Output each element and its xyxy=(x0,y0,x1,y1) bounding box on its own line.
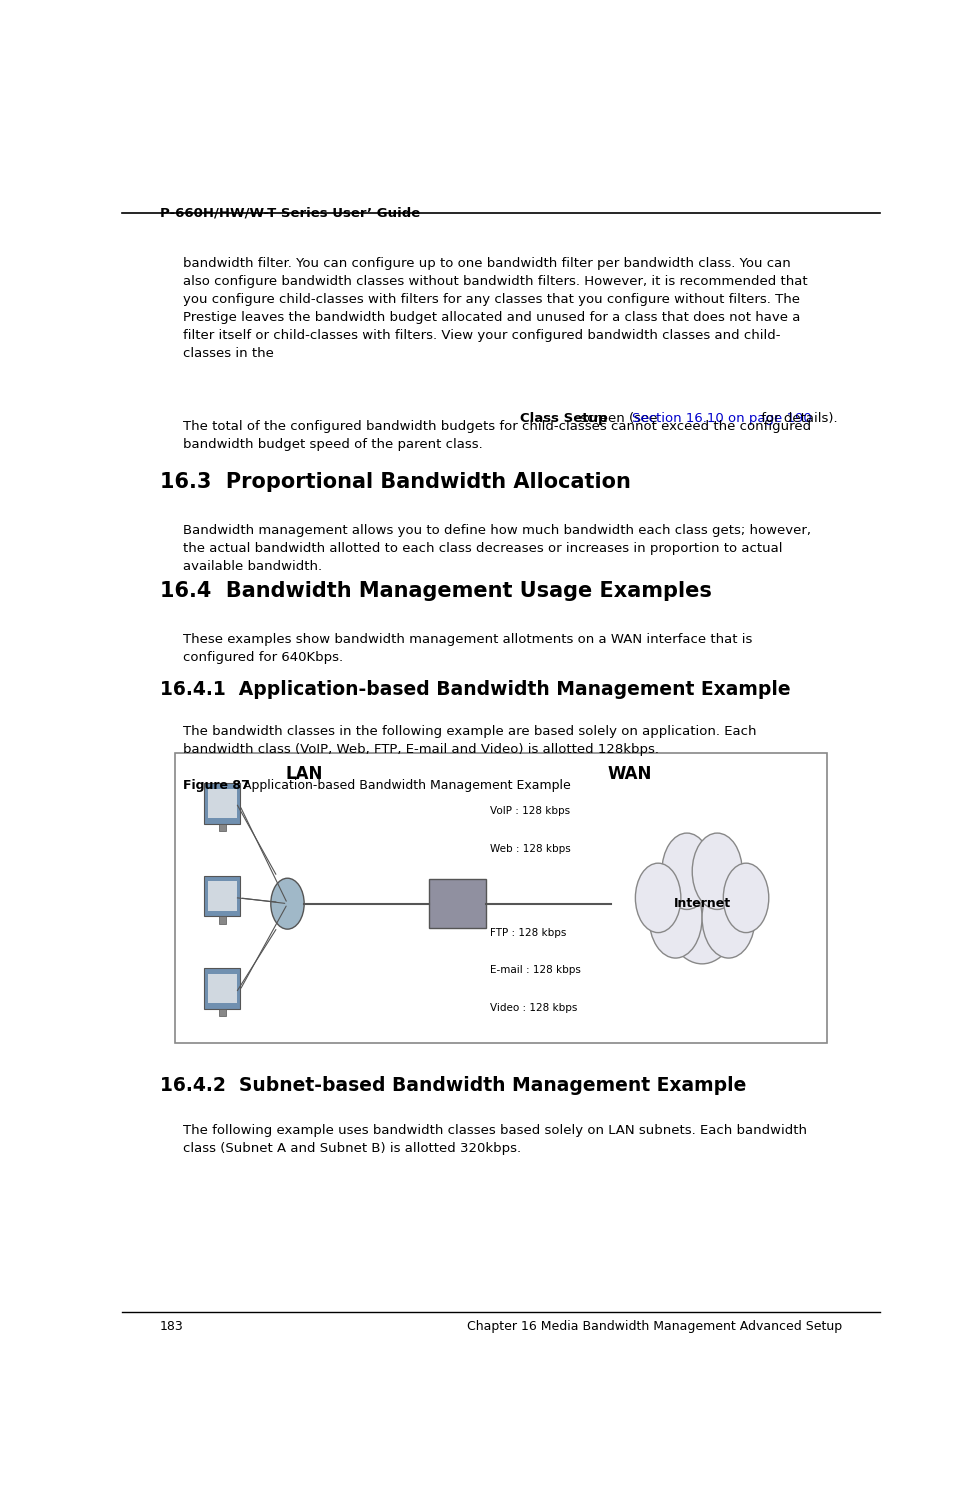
FancyBboxPatch shape xyxy=(429,879,486,927)
Text: Chapter 16 Media Bandwidth Management Advanced Setup: Chapter 16 Media Bandwidth Management Ad… xyxy=(467,1320,841,1333)
Circle shape xyxy=(635,863,680,932)
Text: The following example uses bandwidth classes based solely on LAN subnets. Each b: The following example uses bandwidth cla… xyxy=(183,1124,806,1154)
Text: Internet: Internet xyxy=(673,897,730,911)
Text: Bandwidth management allows you to define how much bandwidth each class gets; ho: Bandwidth management allows you to defin… xyxy=(183,525,810,573)
Text: FTP : 128 kbps: FTP : 128 kbps xyxy=(489,927,566,938)
Text: VoIP : 128 kbps: VoIP : 128 kbps xyxy=(489,806,570,816)
Text: P-660H/HW/W-T Series User’ Guide: P-660H/HW/W-T Series User’ Guide xyxy=(160,207,420,219)
Text: Web : 128 kbps: Web : 128 kbps xyxy=(489,843,570,854)
Text: Figure 87: Figure 87 xyxy=(183,779,249,792)
Text: LAN: LAN xyxy=(285,765,322,783)
Circle shape xyxy=(662,843,741,963)
Text: The total of the configured bandwidth budgets for child-classes cannot exceed th: The total of the configured bandwidth bu… xyxy=(183,419,810,451)
Text: E-mail : 128 kbps: E-mail : 128 kbps xyxy=(489,965,580,975)
Text: Application-based Bandwidth Management Example: Application-based Bandwidth Management E… xyxy=(231,779,570,792)
FancyBboxPatch shape xyxy=(175,753,827,1043)
Text: for details).: for details). xyxy=(756,412,837,425)
Text: WAN: WAN xyxy=(608,765,652,783)
Text: Section 16.10 on page 190: Section 16.10 on page 190 xyxy=(631,412,811,425)
FancyBboxPatch shape xyxy=(219,1009,226,1016)
FancyBboxPatch shape xyxy=(204,783,240,824)
Text: 16.4.1  Application-based Bandwidth Management Example: 16.4.1 Application-based Bandwidth Manag… xyxy=(160,681,790,699)
Circle shape xyxy=(692,833,742,909)
Text: 16.3  Proportional Bandwidth Allocation: 16.3 Proportional Bandwidth Allocation xyxy=(160,472,630,491)
Text: Class Setup: Class Setup xyxy=(520,412,607,425)
FancyBboxPatch shape xyxy=(219,824,226,831)
Text: Video : 128 kbps: Video : 128 kbps xyxy=(489,1003,576,1013)
Circle shape xyxy=(661,833,711,909)
FancyBboxPatch shape xyxy=(207,974,236,1004)
FancyBboxPatch shape xyxy=(204,876,240,917)
Text: These examples show bandwidth management allotments on a WAN interface that is
c: These examples show bandwidth management… xyxy=(183,633,751,664)
FancyBboxPatch shape xyxy=(204,968,240,1009)
Text: screen (see: screen (see xyxy=(575,412,661,425)
Text: 16.4.2  Subnet-based Bandwidth Management Example: 16.4.2 Subnet-based Bandwidth Management… xyxy=(160,1076,745,1096)
Circle shape xyxy=(649,878,701,957)
Circle shape xyxy=(271,878,304,929)
Circle shape xyxy=(723,863,768,932)
Circle shape xyxy=(701,878,754,957)
FancyBboxPatch shape xyxy=(219,917,226,924)
Text: 16.4  Bandwidth Management Usage Examples: 16.4 Bandwidth Management Usage Examples xyxy=(160,580,711,601)
FancyBboxPatch shape xyxy=(207,881,236,911)
FancyBboxPatch shape xyxy=(207,789,236,818)
Text: The bandwidth classes in the following example are based solely on application. : The bandwidth classes in the following e… xyxy=(183,726,755,756)
Text: bandwidth filter. You can configure up to one bandwidth filter per bandwidth cla: bandwidth filter. You can configure up t… xyxy=(183,257,807,359)
Text: 183: 183 xyxy=(160,1320,184,1333)
